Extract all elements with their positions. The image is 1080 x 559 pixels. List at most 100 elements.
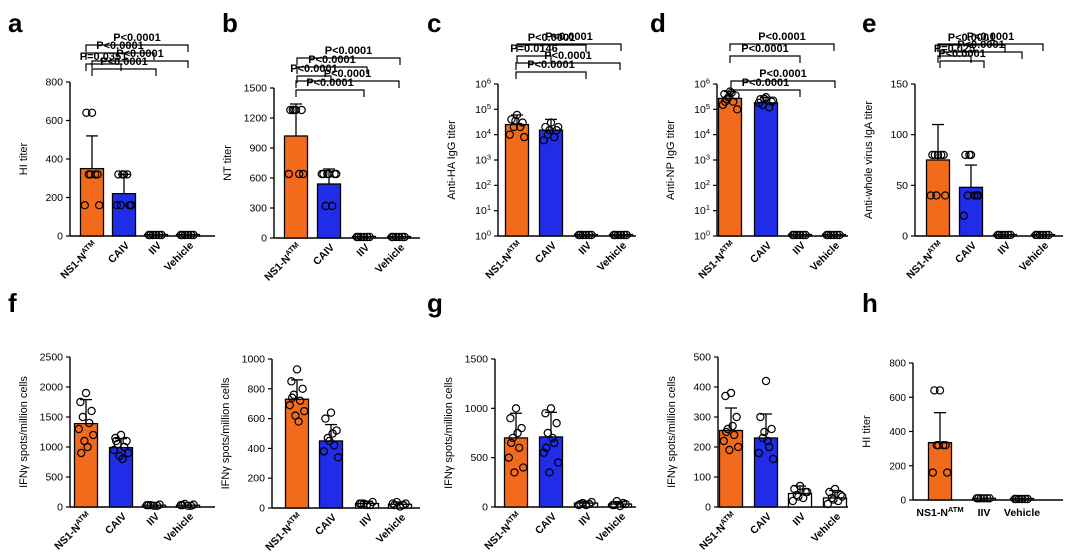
data-point — [574, 500, 584, 510]
data-point — [760, 94, 769, 104]
x-tick-label: NS1-NATM — [903, 238, 946, 281]
significance-bracket — [85, 52, 155, 60]
data-point — [80, 200, 90, 210]
data-point — [972, 494, 982, 503]
y-tick-label: 400 — [693, 382, 711, 394]
bar — [538, 129, 564, 237]
y-tick-label: 102 — [475, 178, 491, 192]
p-value-label: P<0.0001 — [759, 68, 806, 80]
data-point — [90, 170, 100, 179]
y-tick-label: 105 — [694, 102, 710, 116]
y-tick-label: 102 — [694, 178, 710, 192]
data-point — [144, 230, 153, 240]
y-tick-label: 101 — [475, 203, 491, 217]
data-point — [332, 169, 341, 179]
data-point — [1044, 230, 1053, 240]
data-point — [317, 169, 326, 179]
y-tick-label: 104 — [475, 127, 491, 141]
bar — [753, 102, 779, 237]
data-point — [1006, 230, 1015, 240]
bar — [283, 135, 309, 239]
data-point — [545, 126, 554, 135]
p-value-label: P<0.0001 — [545, 31, 592, 43]
bar — [717, 97, 743, 237]
data-point — [186, 501, 196, 510]
y-tick-label: 1000 — [242, 354, 266, 366]
data-point — [974, 191, 983, 200]
data-point — [515, 443, 524, 452]
data-point — [767, 424, 776, 434]
data-point — [548, 433, 557, 443]
data-point — [1004, 230, 1013, 240]
x-tick-label: Vehicle — [1004, 507, 1040, 519]
data-point — [328, 429, 337, 438]
data-point — [517, 423, 526, 433]
data-point — [546, 118, 556, 127]
data-point — [926, 191, 936, 200]
data-point — [822, 230, 832, 240]
x-tick-label: CAIV — [103, 511, 129, 537]
data-point — [292, 365, 302, 374]
y-tick-label: 800 — [45, 77, 63, 89]
data-point — [543, 428, 553, 438]
x-tick-label: CAIV — [533, 511, 559, 537]
data-point — [286, 105, 295, 115]
panel-letter-e: e — [862, 8, 876, 38]
data-point — [545, 468, 554, 477]
data-point — [87, 108, 97, 118]
y-tick-label: 300 — [693, 412, 711, 424]
data-point — [730, 430, 739, 440]
data-point — [993, 230, 1003, 240]
data-point — [83, 442, 92, 452]
data-point — [939, 441, 948, 450]
data-point — [176, 501, 185, 510]
data-point — [585, 499, 594, 509]
data-point — [788, 230, 798, 240]
data-point — [84, 418, 94, 428]
x-tick-label: IIV — [791, 240, 809, 258]
y-tick-label: 300 — [249, 203, 267, 215]
data-point — [550, 132, 559, 142]
p-value-label: P<0.0001 — [290, 63, 337, 75]
y-tick-label: 500 — [45, 472, 63, 484]
data-point — [142, 501, 151, 510]
data-point — [76, 448, 86, 458]
data-point — [721, 391, 730, 401]
data-point — [387, 232, 396, 242]
data-point — [552, 418, 561, 428]
data-point — [765, 442, 774, 452]
data-point — [733, 105, 742, 114]
p-value-label: P<0.0001 — [948, 32, 995, 44]
data-point — [792, 230, 802, 240]
data-point — [765, 103, 774, 112]
data-point — [826, 230, 836, 240]
y-tick-label: 1500 — [244, 83, 268, 95]
significance-bracket — [515, 62, 621, 70]
x-tick-label: Vehicle — [1017, 240, 1051, 274]
significance-bracket — [729, 43, 835, 51]
x-tick-label: Vehicle — [162, 240, 196, 274]
y-axis-label: Anti-NP IgG titer — [665, 120, 677, 200]
data-point — [509, 122, 518, 132]
data-point — [539, 136, 549, 145]
data-point — [930, 150, 940, 160]
y-tick-label: 2000 — [40, 382, 64, 394]
data-point — [587, 230, 596, 240]
x-tick-label: CAIV — [313, 512, 339, 538]
data-point — [365, 232, 374, 242]
data-point — [109, 445, 119, 455]
data-point — [761, 93, 771, 102]
x-tick-label: Vehicle — [373, 242, 407, 276]
data-point — [114, 170, 123, 179]
data-point — [554, 122, 563, 132]
data-point — [146, 501, 155, 510]
y-tick-label: 0 — [259, 503, 265, 515]
x-tick-label: NS1-NATM — [482, 238, 525, 281]
data-point — [87, 406, 96, 416]
panel-letter-h: h — [862, 288, 878, 318]
data-point — [88, 430, 98, 440]
x-tick-label: IIV — [978, 507, 991, 519]
y-tick-label: 2500 — [40, 352, 64, 364]
x-tick-label: NS1-NATM — [916, 505, 963, 519]
data-point — [111, 436, 121, 446]
